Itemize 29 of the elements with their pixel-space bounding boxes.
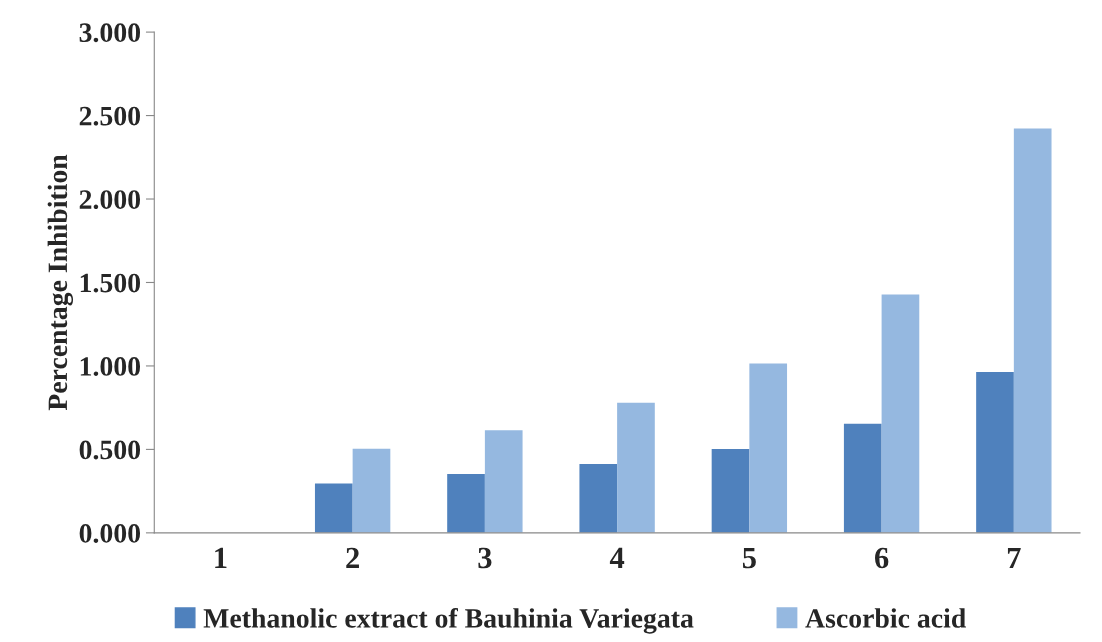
x-tick-label: 4 (609, 547, 625, 568)
y-tick-label: 0.000 (79, 524, 141, 543)
legend-label: Ascorbic acid (805, 608, 966, 628)
x-tick-label: 7 (1007, 547, 1021, 568)
y-axis-title: Percentage Inhibition (47, 154, 74, 411)
bar (881, 294, 920, 533)
bar (484, 430, 523, 533)
legend-label: Methanolic extract of Bauhinia Variegata (203, 607, 694, 634)
bar (617, 402, 655, 533)
bar (352, 448, 391, 533)
y-tick-label: 0.500 (79, 440, 141, 460)
bar (749, 363, 788, 533)
bar (843, 423, 882, 533)
bar (1013, 128, 1052, 533)
bar (447, 474, 485, 533)
y-tick-label: 2.000 (79, 190, 141, 210)
x-tick-label: 5 (742, 547, 756, 569)
y-tick-label: 2.500 (79, 106, 141, 126)
y-tick-label: 1.000 (80, 357, 141, 376)
x-tick-label: 2 (346, 547, 359, 568)
bar (976, 371, 1014, 533)
bar (579, 464, 618, 533)
x-tick-label: 1 (215, 547, 227, 568)
x-tick-label: 3 (478, 547, 492, 569)
bar (711, 449, 750, 533)
x-tick-label: 6 (875, 547, 889, 569)
bar (314, 483, 353, 533)
y-tick-label: 3.000 (79, 23, 141, 43)
y-tick-label: 1.500 (80, 273, 141, 293)
